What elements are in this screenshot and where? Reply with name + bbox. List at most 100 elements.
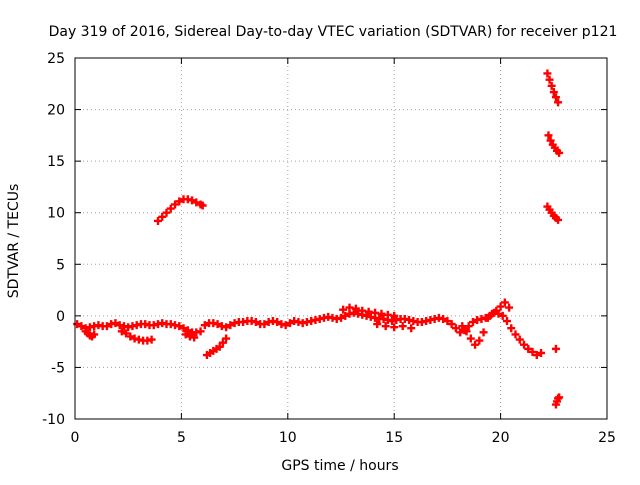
data-point	[117, 327, 126, 336]
data-point	[549, 88, 558, 97]
data-point	[520, 340, 529, 349]
data-point	[251, 318, 260, 327]
x-tick-label: 20	[492, 430, 510, 446]
axis-ticks: 0 5 10 15 20 25 -10 -5 0 5 10 15 20 25	[42, 51, 616, 446]
data-point	[407, 324, 416, 333]
data-point	[285, 319, 294, 328]
data-point	[537, 348, 546, 357]
data-point	[471, 340, 480, 349]
data-point	[90, 330, 99, 339]
data-point	[218, 338, 227, 347]
series-segment-17	[544, 131, 564, 157]
data-point	[554, 215, 563, 224]
data-point	[122, 329, 131, 338]
data-point	[498, 311, 507, 320]
series-main-track	[73, 308, 546, 360]
series-arc-near-5	[153, 195, 207, 225]
series-upper-band	[339, 298, 514, 322]
data-point	[226, 321, 235, 330]
data-point	[390, 323, 399, 332]
data-point	[175, 322, 184, 331]
y-tick-label: 5	[56, 257, 65, 273]
data-point	[505, 303, 514, 312]
data-point	[483, 313, 492, 322]
data-point	[102, 322, 111, 331]
data-point	[158, 212, 167, 221]
data-point	[215, 342, 224, 351]
y-tick-label: 0	[56, 309, 65, 325]
data-point	[213, 320, 222, 329]
data-point	[222, 323, 231, 332]
grid	[75, 58, 607, 419]
data-point	[337, 313, 345, 322]
data-point	[281, 321, 290, 330]
data-point	[532, 351, 541, 360]
y-axis-label: SDTVAR / TECUs	[6, 184, 22, 299]
data-point	[196, 327, 205, 336]
x-tick-label: 0	[71, 430, 80, 446]
data-point	[171, 200, 180, 209]
data-point	[458, 322, 467, 331]
y-tick-label: -5	[51, 360, 65, 376]
data-point	[398, 322, 407, 331]
data-point	[166, 204, 175, 213]
chart-title: Day 319 of 2016, Sidereal Day-to-day VTE…	[49, 24, 618, 40]
data-point	[175, 197, 184, 206]
data-point	[515, 335, 524, 344]
x-axis-label: GPS time / hours	[281, 458, 398, 474]
x-tick-label: 15	[385, 430, 403, 446]
data-point	[73, 320, 82, 329]
data-point	[339, 305, 348, 314]
data-point	[77, 322, 86, 331]
data-point	[543, 69, 552, 78]
data-point	[341, 311, 350, 320]
data-point	[153, 216, 162, 225]
data-point	[222, 334, 231, 343]
data-point	[147, 335, 156, 344]
data-point	[488, 309, 497, 318]
data-point	[179, 324, 188, 333]
data-point	[126, 332, 135, 341]
data-point	[390, 311, 399, 320]
data-point	[546, 136, 555, 145]
data-point	[475, 336, 484, 345]
data-point	[551, 344, 560, 353]
series-segment-10	[543, 202, 563, 224]
data-point	[492, 306, 501, 315]
data-point	[439, 314, 448, 323]
data-point	[181, 330, 190, 339]
data-point	[496, 302, 505, 311]
data-point	[555, 148, 564, 157]
x-tick-label: 10	[279, 430, 297, 446]
data-point	[554, 98, 563, 107]
data-point	[547, 81, 556, 90]
data-point	[443, 317, 452, 326]
data-point	[200, 321, 209, 330]
data-point	[551, 93, 560, 102]
y-tick-label: 20	[47, 103, 65, 119]
data-point	[528, 347, 537, 356]
series-points-right-lower	[551, 344, 564, 409]
series-lower-band	[81, 320, 488, 349]
x-tick-label: 5	[177, 430, 186, 446]
data-point	[544, 131, 553, 140]
data-point	[188, 196, 197, 205]
data-point	[260, 320, 269, 329]
data-point	[511, 330, 520, 339]
data-point	[111, 319, 120, 328]
data-point	[190, 333, 199, 342]
series-dip-near-6.5	[202, 334, 231, 360]
data-point	[183, 326, 192, 335]
x-tick-label: 25	[598, 430, 616, 446]
data-point	[545, 75, 554, 84]
data-point	[451, 324, 460, 333]
data-point	[351, 304, 360, 313]
series-segment-top	[543, 69, 563, 107]
data-point	[524, 344, 533, 353]
data-point	[555, 393, 564, 402]
y-tick-label: 10	[47, 206, 65, 222]
data-point	[468, 318, 477, 327]
data-point	[500, 298, 509, 307]
data-point	[162, 208, 171, 217]
